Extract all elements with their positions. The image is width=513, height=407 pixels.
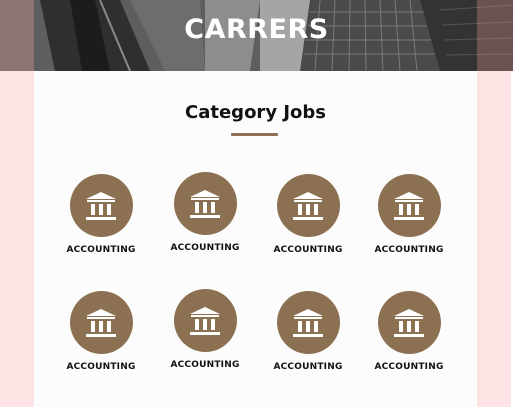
category-label[interactable]: ACCOUNTING: [374, 245, 444, 255]
title-underline: [231, 133, 278, 136]
category-jobs-section: Category Jobs ACCOUNTING: [34, 71, 477, 407]
category-label[interactable]: ACCOUNTING: [66, 362, 136, 372]
category-item[interactable]: ACCOUNTING: [263, 291, 353, 372]
bank-icon: [394, 308, 424, 337]
bank-icon: [190, 306, 220, 335]
category-icon-circle[interactable]: [173, 289, 237, 352]
category-icon-circle[interactable]: [276, 291, 340, 354]
hero-overlay-left: [0, 0, 34, 71]
category-label[interactable]: ACCOUNTING: [170, 243, 240, 253]
bank-icon: [86, 191, 116, 220]
category-icon-circle[interactable]: [276, 174, 340, 237]
bank-icon: [86, 308, 116, 337]
bank-icon: [293, 308, 323, 337]
hero-banner: CARRERS: [0, 0, 513, 71]
bank-icon: [394, 191, 424, 220]
skyline-background-image: [0, 0, 513, 71]
side-panel-left: [0, 71, 34, 407]
category-item[interactable]: ACCOUNTING: [56, 291, 146, 372]
category-label[interactable]: ACCOUNTING: [170, 360, 240, 370]
bank-icon: [293, 191, 323, 220]
category-icon-circle[interactable]: [69, 174, 133, 237]
category-item[interactable]: ACCOUNTING: [160, 172, 250, 253]
category-icon-circle[interactable]: [377, 174, 441, 237]
category-item[interactable]: ACCOUNTING: [364, 291, 454, 372]
side-panel-edge: [511, 71, 513, 407]
category-item[interactable]: ACCOUNTING: [263, 174, 353, 255]
category-item[interactable]: ACCOUNTING: [364, 174, 454, 255]
bank-icon: [190, 189, 220, 218]
category-label[interactable]: ACCOUNTING: [66, 245, 136, 255]
category-label[interactable]: ACCOUNTING: [273, 362, 343, 372]
page-title: CARRERS: [184, 14, 329, 45]
category-item[interactable]: ACCOUNTING: [56, 174, 146, 255]
hero-overlay-right: [477, 0, 513, 71]
category-label[interactable]: ACCOUNTING: [273, 245, 343, 255]
category-icon-circle[interactable]: [173, 172, 237, 235]
category-label[interactable]: ACCOUNTING: [374, 362, 444, 372]
category-icon-circle[interactable]: [69, 291, 133, 354]
side-panel-right: [477, 71, 513, 407]
category-item[interactable]: ACCOUNTING: [160, 289, 250, 370]
section-title: Category Jobs: [185, 102, 326, 123]
category-icon-circle[interactable]: [377, 291, 441, 354]
